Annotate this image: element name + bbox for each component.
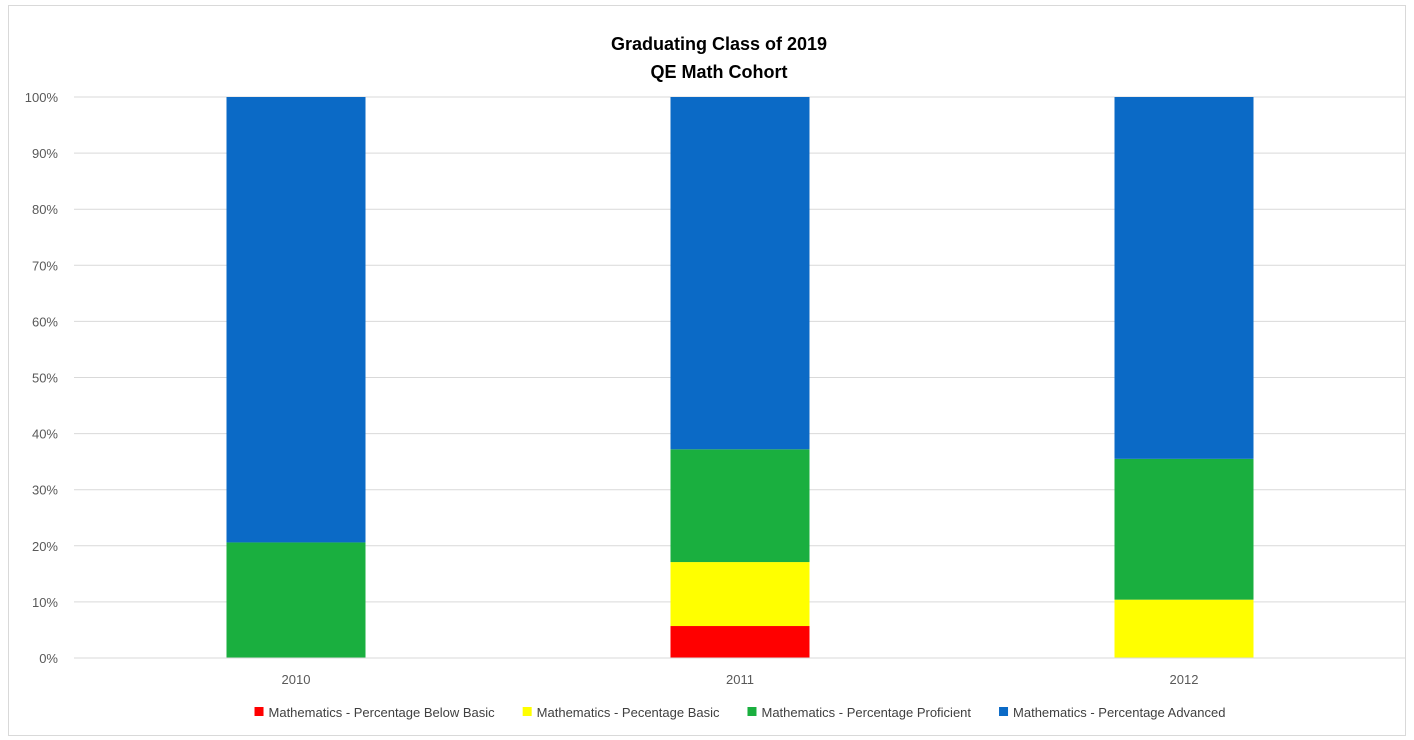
y-tick-label: 80% [32,202,58,217]
legend-label: Mathematics - Percentage Below Basic [269,705,496,720]
bar-segment [226,542,366,658]
chart-title: Graduating Class of 2019 QE Math Cohort [611,34,827,82]
bar-segment [1114,458,1254,600]
legend-item: Mathematics - Pecentage Basic [522,705,720,720]
y-tick-label: 90% [32,146,58,161]
legend-item: Mathematics - Percentage Below Basic [254,705,496,720]
bar-segment [670,449,810,563]
y-tick-label: 100% [25,90,59,105]
legend-item: Mathematics - Percentage Proficient [747,705,971,720]
y-tick-label: 70% [32,258,58,273]
bar-segment [1114,599,1254,658]
bar-segment [670,97,810,450]
bar-segment [226,97,366,543]
legend-swatch [999,707,1009,716]
bar-segment [670,562,810,627]
bar-segment [670,626,810,658]
y-axis-ticks: 0% 10% 20% 30% 40% 50% 60% 70% 80% 90% 100% [25,90,59,666]
legend-item: Mathematics - Percentage Advanced [999,705,1225,720]
y-tick-label: 0% [39,651,58,666]
chart-title-line-1: Graduating Class of 2019 [611,34,827,54]
x-tick-label: 2010 [282,672,311,687]
y-tick-label: 40% [32,427,58,442]
y-tick-label: 50% [32,371,58,386]
y-tick-label: 10% [32,595,58,610]
legend-label: Mathematics - Pecentage Basic [537,705,720,720]
x-axis-ticks: 2010 2011 2012 [282,672,1199,687]
legend-swatch [747,707,757,716]
legend-label: Mathematics - Percentage Advanced [1013,705,1225,720]
bar-segment [1114,97,1254,459]
y-tick-label: 30% [32,483,58,498]
legend-swatch [254,707,264,716]
chart-title-line-2: QE Math Cohort [651,62,788,82]
legend: Mathematics - Percentage Below Basic Math… [254,705,1225,720]
legend-label: Mathematics - Percentage Proficient [761,705,971,720]
x-tick-label: 2012 [1170,672,1199,687]
bars [226,97,1254,658]
legend-swatch [522,707,532,716]
y-tick-label: 20% [32,539,58,554]
y-tick-label: 60% [32,314,58,329]
x-tick-label: 2011 [726,672,754,687]
